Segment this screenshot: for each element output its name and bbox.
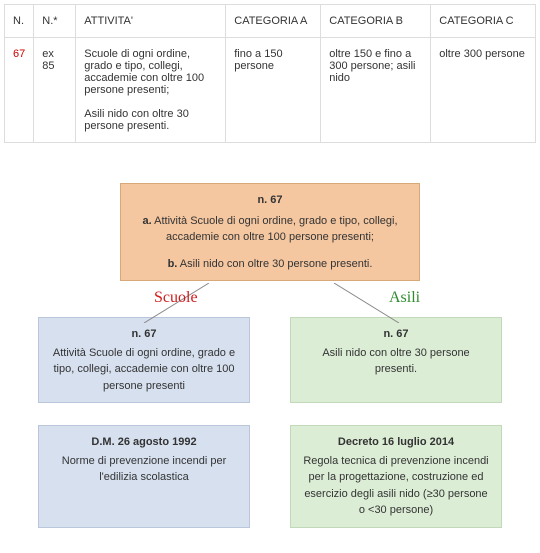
- col-cat-b-header: CATEGORIA B: [321, 5, 431, 38]
- box-top-line-a: a. a. Attività Scuole di ogni ordine, gr…: [133, 213, 407, 246]
- attivita-p1: Scuole di ogni ordine, grado e tipo, col…: [84, 48, 217, 96]
- box-asili-text: Asili nido con oltre 30 persone presenti…: [303, 345, 489, 378]
- branch-label-scuole: Scuole: [154, 289, 198, 307]
- col-nstar-header: N.*: [34, 5, 76, 38]
- col-attivita-header: ATTIVITA': [76, 5, 226, 38]
- box-asili: n. 67 Asili nido con oltre 30 persone pr…: [290, 317, 502, 403]
- row-categories: n. 67 Attività Scuole di ogni ordine, gr…: [4, 317, 536, 403]
- table-row: 67 ex 85 Scuole di ogni ordine, grado e …: [5, 38, 536, 143]
- cell-cat-a: fino a 150 persone: [226, 38, 321, 143]
- box-decreto-2014-text: Regola tecnica di prevenzione incendi pe…: [303, 453, 489, 519]
- box-dm-1992-title: D.M. 26 agosto 1992: [51, 434, 237, 451]
- cell-attivita: Scuole di ogni ordine, grado e tipo, col…: [76, 38, 226, 143]
- box-asili-title: n. 67: [303, 326, 489, 343]
- box-dm-1992: D.M. 26 agosto 1992 Norme di prevenzione…: [38, 425, 250, 528]
- col-n-header: N.: [5, 5, 34, 38]
- box-decreto-2014-title: Decreto 16 luglio 2014: [303, 434, 489, 451]
- branch-labels: Scuole Asili: [4, 283, 536, 317]
- box-scuole-text: Attività Scuole di ogni ordine, grado e …: [51, 345, 237, 395]
- box-dm-1992-text: Norme di prevenzione incendi per l'edili…: [51, 453, 237, 486]
- col-cat-a-header: CATEGORIA A: [226, 5, 321, 38]
- col-cat-c-header: CATEGORIA C: [431, 5, 536, 38]
- box-scuole: n. 67 Attività Scuole di ogni ordine, gr…: [38, 317, 250, 403]
- box-decreto-2014: Decreto 16 luglio 2014 Regola tecnica di…: [290, 425, 502, 528]
- cell-cat-b: oltre 150 e fino a 300 persone; asili ni…: [321, 38, 431, 143]
- box-scuole-title: n. 67: [51, 326, 237, 343]
- cell-n: 67: [5, 38, 34, 143]
- activity-table: N. N.* ATTIVITA' CATEGORIA A CATEGORIA B…: [4, 4, 536, 143]
- attivita-p2: Asili nido con oltre 30 persone presenti…: [84, 108, 217, 132]
- branch-label-asili: Asili: [389, 289, 420, 307]
- cell-nstar: ex 85: [34, 38, 76, 143]
- box-top-title: n. 67: [133, 192, 407, 209]
- box-top: n. 67 a. a. Attività Scuole di ogni ordi…: [120, 183, 420, 281]
- cell-cat-c: oltre 300 persone: [431, 38, 536, 143]
- table-header-row: N. N.* ATTIVITA' CATEGORIA A CATEGORIA B…: [5, 5, 536, 38]
- box-top-line-b: b. Asili nido con oltre 30 persone prese…: [133, 256, 407, 273]
- row-decrees: D.M. 26 agosto 1992 Norme di prevenzione…: [4, 425, 536, 528]
- diagram: n. 67 a. a. Attività Scuole di ogni ordi…: [4, 183, 536, 528]
